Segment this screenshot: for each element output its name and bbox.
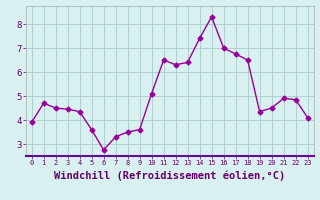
X-axis label: Windchill (Refroidissement éolien,°C): Windchill (Refroidissement éolien,°C) (54, 170, 285, 181)
